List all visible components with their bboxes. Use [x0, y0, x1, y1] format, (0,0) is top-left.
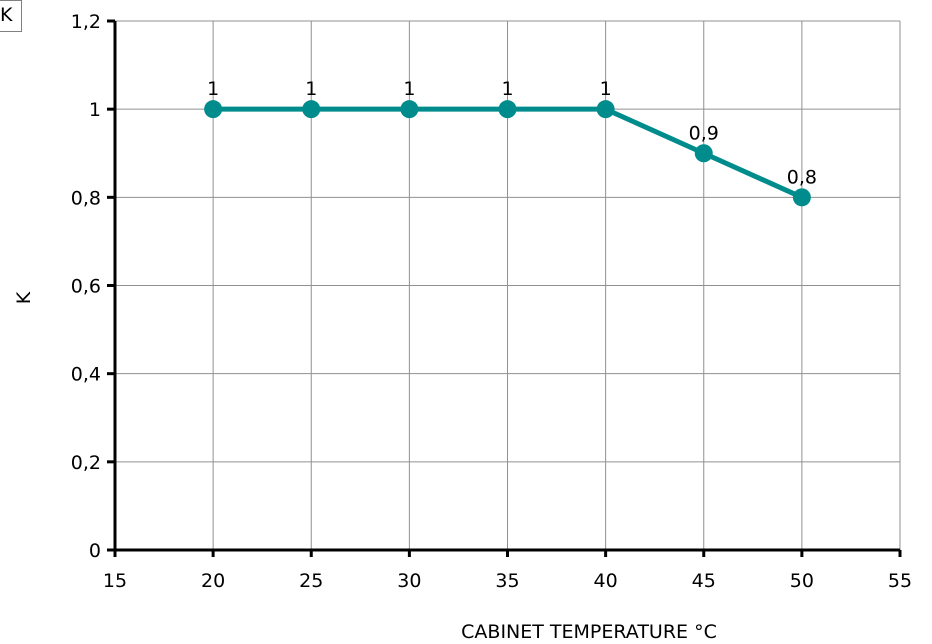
x-tick-label: 30 [397, 570, 421, 592]
data-label: 1 [207, 78, 219, 100]
legend-label: K [0, 4, 13, 26]
data-point [302, 100, 321, 119]
data-point [400, 100, 419, 119]
y-tick-label: 0,8 [71, 187, 101, 209]
x-tick-label: 45 [692, 570, 716, 592]
y-tick-label: 0,2 [71, 452, 101, 474]
x-axis-title: CABINET TEMPERATURE °C [461, 621, 717, 643]
data-label: 0,8 [787, 166, 817, 188]
data-point [792, 188, 811, 207]
y-tick-label: 1 [89, 99, 101, 121]
legend-box [0, 0, 22, 32]
x-tick-label: 25 [299, 570, 323, 592]
x-tick-label: 40 [594, 570, 618, 592]
tick-labels: 15 20 25 30 35 40 45 50 55 0 0,2 0,4 0,6 0,8 1 1,2 [71, 11, 912, 592]
data-label: 1 [305, 78, 317, 100]
data-label: 1 [403, 78, 415, 100]
y-tick-label: 0,4 [71, 364, 101, 386]
data-point [694, 144, 713, 163]
x-tick-label: 55 [888, 570, 912, 592]
x-tick-label: 15 [103, 570, 127, 592]
x-tick-label: 35 [495, 570, 519, 592]
data-point [596, 100, 615, 119]
series-layer: 1 1 1 1 1 0,9 0,8 [204, 78, 817, 207]
x-tick-label: 50 [790, 570, 814, 592]
data-label: 1 [501, 78, 513, 100]
y-tick-label: 0 [89, 540, 101, 562]
axes [107, 19, 902, 557]
y-axis-title: K [13, 291, 35, 304]
y-tick-label: 1,2 [71, 11, 101, 33]
x-tick-label: 20 [201, 570, 225, 592]
data-label: 0,9 [689, 122, 719, 144]
y-tick-label: 0,6 [71, 276, 101, 298]
data-point [204, 100, 223, 119]
data-label: 1 [600, 78, 612, 100]
data-point [498, 100, 517, 119]
